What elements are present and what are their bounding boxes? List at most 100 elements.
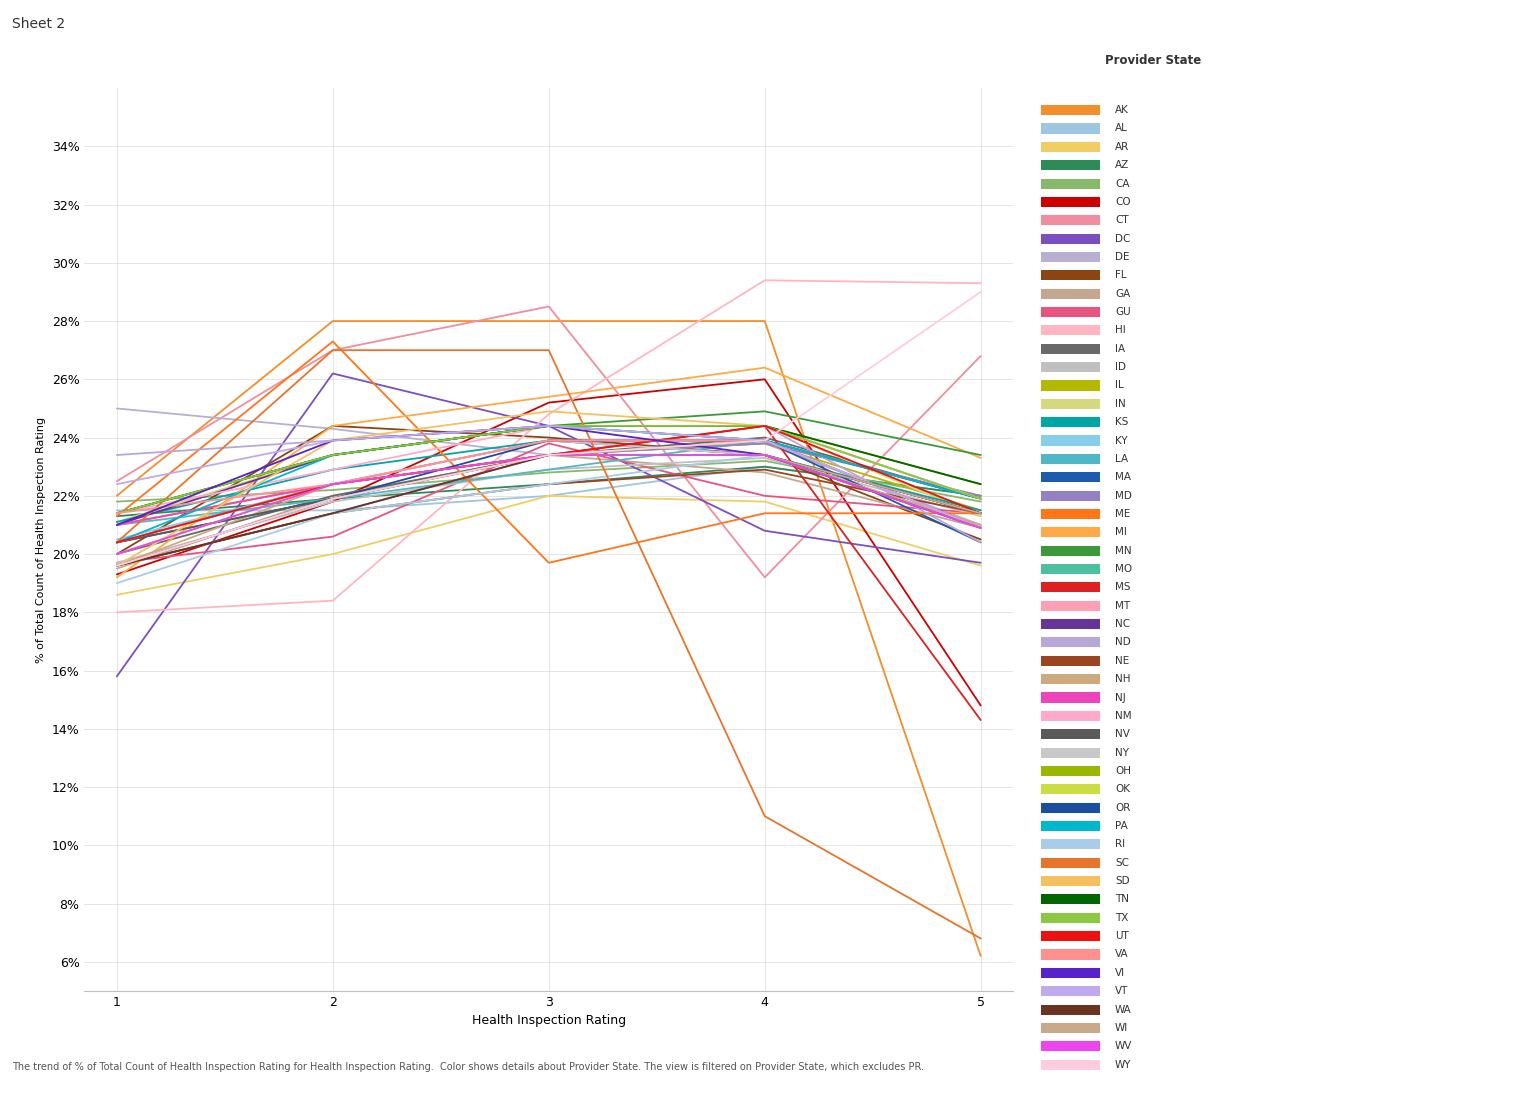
Bar: [1041, 472, 1101, 482]
Bar: [1041, 160, 1101, 171]
Text: AK: AK: [1114, 105, 1128, 116]
Text: FL: FL: [1114, 271, 1127, 281]
Bar: [1041, 123, 1101, 133]
Bar: [1041, 766, 1101, 776]
Text: AL: AL: [1114, 123, 1128, 133]
Bar: [1041, 417, 1101, 427]
Text: NY: NY: [1114, 748, 1130, 757]
Bar: [1041, 197, 1101, 207]
Bar: [1041, 307, 1101, 317]
Text: TN: TN: [1114, 894, 1130, 904]
Bar: [1041, 326, 1101, 336]
Bar: [1041, 784, 1101, 794]
Bar: [1041, 821, 1101, 831]
Bar: [1041, 839, 1101, 849]
Bar: [1041, 142, 1101, 152]
Text: UT: UT: [1114, 931, 1128, 941]
Bar: [1041, 949, 1101, 960]
Text: MN: MN: [1114, 546, 1131, 556]
Bar: [1041, 178, 1101, 188]
Text: IA: IA: [1114, 344, 1125, 353]
Text: VI: VI: [1114, 968, 1125, 978]
Bar: [1041, 931, 1101, 941]
Bar: [1041, 637, 1101, 647]
Text: PA: PA: [1114, 821, 1128, 831]
Text: WY: WY: [1114, 1059, 1131, 1070]
Bar: [1041, 288, 1101, 298]
Text: DC: DC: [1114, 233, 1130, 243]
Text: GA: GA: [1114, 288, 1130, 298]
Bar: [1041, 711, 1101, 721]
Text: GU: GU: [1114, 307, 1131, 317]
Text: DE: DE: [1114, 252, 1130, 262]
Bar: [1041, 729, 1101, 739]
Text: AZ: AZ: [1114, 161, 1130, 171]
Text: IN: IN: [1114, 399, 1125, 408]
Bar: [1041, 1059, 1101, 1070]
Text: MS: MS: [1114, 582, 1130, 592]
Text: MA: MA: [1114, 472, 1131, 482]
Bar: [1041, 601, 1101, 611]
Bar: [1041, 436, 1101, 446]
Text: KS: KS: [1114, 417, 1128, 427]
Text: WA: WA: [1114, 1004, 1131, 1014]
Text: Provider State: Provider State: [1105, 54, 1202, 67]
Text: VT: VT: [1114, 986, 1128, 996]
Bar: [1041, 858, 1101, 868]
Bar: [1041, 270, 1101, 281]
Text: MO: MO: [1114, 564, 1133, 574]
Bar: [1041, 105, 1101, 116]
Text: OK: OK: [1114, 784, 1130, 794]
Bar: [1041, 1042, 1101, 1051]
Bar: [1041, 491, 1101, 501]
Bar: [1041, 362, 1101, 372]
Text: NJ: NJ: [1114, 693, 1125, 702]
Y-axis label: % of Total Count of Health Inspection Rating: % of Total Count of Health Inspection Ra…: [37, 416, 46, 663]
Text: NH: NH: [1114, 674, 1130, 684]
Text: CT: CT: [1114, 216, 1128, 226]
Bar: [1041, 656, 1101, 666]
Text: SC: SC: [1114, 858, 1130, 868]
Text: OH: OH: [1114, 766, 1131, 776]
Bar: [1041, 454, 1101, 464]
Text: AR: AR: [1114, 142, 1130, 152]
Bar: [1041, 527, 1101, 537]
Bar: [1041, 1023, 1101, 1033]
Text: NE: NE: [1114, 656, 1130, 666]
Bar: [1041, 564, 1101, 574]
Text: SD: SD: [1114, 876, 1130, 886]
Text: MI: MI: [1114, 527, 1127, 537]
Text: MD: MD: [1114, 491, 1131, 501]
Text: OR: OR: [1114, 803, 1130, 813]
Bar: [1041, 233, 1101, 243]
Bar: [1041, 619, 1101, 629]
Bar: [1041, 693, 1101, 702]
Bar: [1041, 582, 1101, 592]
Bar: [1041, 381, 1101, 391]
Bar: [1041, 894, 1101, 905]
Text: CO: CO: [1114, 197, 1131, 207]
Bar: [1041, 344, 1101, 353]
Text: NV: NV: [1114, 729, 1130, 739]
Bar: [1041, 803, 1101, 813]
Text: HI: HI: [1114, 326, 1125, 336]
Text: ME: ME: [1114, 509, 1130, 519]
Text: WI: WI: [1114, 1023, 1128, 1033]
Text: VA: VA: [1114, 949, 1128, 959]
Bar: [1041, 215, 1101, 226]
Text: MT: MT: [1114, 601, 1130, 611]
X-axis label: Health Inspection Rating: Health Inspection Rating: [471, 1014, 626, 1027]
Text: CA: CA: [1114, 178, 1130, 188]
Bar: [1041, 509, 1101, 519]
Bar: [1041, 968, 1101, 978]
Bar: [1041, 913, 1101, 923]
Text: The trend of % of Total Count of Health Inspection Rating for Health Inspection : The trend of % of Total Count of Health …: [12, 1062, 924, 1072]
Bar: [1041, 252, 1101, 262]
Text: RI: RI: [1114, 839, 1125, 849]
Bar: [1041, 1004, 1101, 1015]
Bar: [1041, 674, 1101, 684]
Text: ID: ID: [1114, 362, 1127, 372]
Bar: [1041, 748, 1101, 757]
Text: LA: LA: [1114, 454, 1128, 464]
Text: WV: WV: [1114, 1042, 1133, 1051]
